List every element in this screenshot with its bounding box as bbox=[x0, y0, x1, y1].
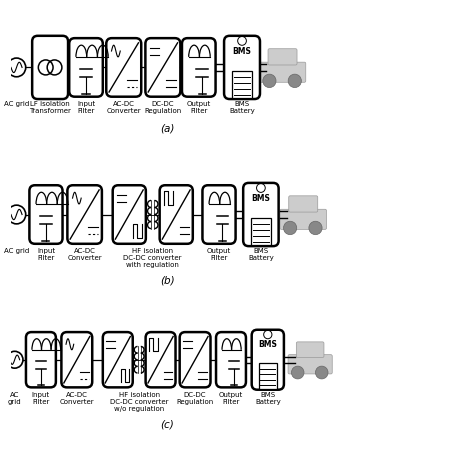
FancyBboxPatch shape bbox=[26, 332, 56, 387]
Text: BMS
Battery: BMS Battery bbox=[229, 101, 255, 114]
Text: AC grid: AC grid bbox=[4, 248, 29, 255]
FancyBboxPatch shape bbox=[289, 196, 318, 212]
Text: (c): (c) bbox=[161, 419, 174, 429]
FancyBboxPatch shape bbox=[280, 209, 327, 229]
FancyBboxPatch shape bbox=[113, 185, 146, 244]
FancyBboxPatch shape bbox=[160, 185, 193, 244]
Circle shape bbox=[263, 74, 276, 88]
Text: HF isolation
DC-DC converter
w/o regulation: HF isolation DC-DC converter w/o regulat… bbox=[110, 392, 168, 412]
FancyBboxPatch shape bbox=[106, 38, 141, 97]
Text: Output
Filter: Output Filter bbox=[187, 101, 211, 114]
FancyBboxPatch shape bbox=[146, 332, 175, 387]
Text: AC-DC
Converter: AC-DC Converter bbox=[60, 392, 94, 405]
FancyBboxPatch shape bbox=[224, 36, 260, 99]
Circle shape bbox=[292, 366, 304, 379]
Text: Input
Filter: Input Filter bbox=[32, 392, 50, 405]
FancyBboxPatch shape bbox=[103, 332, 133, 387]
FancyBboxPatch shape bbox=[259, 364, 277, 389]
Text: AC-DC
Converter: AC-DC Converter bbox=[67, 248, 102, 262]
Text: Input
Filter: Input Filter bbox=[37, 248, 55, 262]
Text: BMS: BMS bbox=[233, 47, 252, 56]
FancyBboxPatch shape bbox=[69, 38, 103, 97]
Text: BMS: BMS bbox=[258, 340, 277, 349]
FancyBboxPatch shape bbox=[67, 185, 102, 244]
FancyBboxPatch shape bbox=[268, 49, 297, 65]
Circle shape bbox=[283, 221, 297, 235]
Text: AC grid: AC grid bbox=[4, 101, 29, 108]
Text: DC-DC
Regulation: DC-DC Regulation bbox=[176, 392, 214, 405]
Text: DC-DC
Regulation: DC-DC Regulation bbox=[144, 101, 182, 114]
FancyBboxPatch shape bbox=[296, 342, 324, 357]
FancyBboxPatch shape bbox=[259, 62, 306, 82]
FancyBboxPatch shape bbox=[146, 38, 181, 97]
FancyBboxPatch shape bbox=[180, 332, 210, 387]
FancyBboxPatch shape bbox=[62, 332, 92, 387]
Text: BMS
Battery: BMS Battery bbox=[248, 248, 274, 262]
FancyBboxPatch shape bbox=[202, 185, 236, 244]
FancyBboxPatch shape bbox=[252, 330, 284, 390]
Text: Output
Filter: Output Filter bbox=[219, 392, 243, 405]
Text: Input
Filter: Input Filter bbox=[77, 101, 95, 114]
FancyBboxPatch shape bbox=[182, 38, 216, 97]
Text: AC
grid: AC grid bbox=[8, 392, 21, 405]
Text: (a): (a) bbox=[160, 124, 174, 134]
FancyBboxPatch shape bbox=[32, 36, 68, 99]
Text: AC-DC
Converter: AC-DC Converter bbox=[107, 101, 141, 114]
Circle shape bbox=[288, 74, 301, 88]
Text: (b): (b) bbox=[160, 276, 175, 286]
Text: HF isolation
DC-DC converter
with regulation: HF isolation DC-DC converter with regula… bbox=[124, 248, 182, 268]
Circle shape bbox=[309, 221, 322, 235]
Text: Output
Filter: Output Filter bbox=[207, 248, 231, 262]
Text: BMS: BMS bbox=[252, 194, 270, 203]
Text: LF isolation
Transformer: LF isolation Transformer bbox=[29, 101, 71, 114]
FancyBboxPatch shape bbox=[288, 355, 332, 374]
FancyBboxPatch shape bbox=[29, 185, 63, 244]
FancyBboxPatch shape bbox=[216, 332, 246, 387]
Circle shape bbox=[316, 366, 328, 379]
FancyBboxPatch shape bbox=[251, 219, 271, 245]
Text: BMS
Battery: BMS Battery bbox=[255, 392, 281, 405]
FancyBboxPatch shape bbox=[232, 71, 252, 98]
FancyBboxPatch shape bbox=[243, 183, 279, 246]
